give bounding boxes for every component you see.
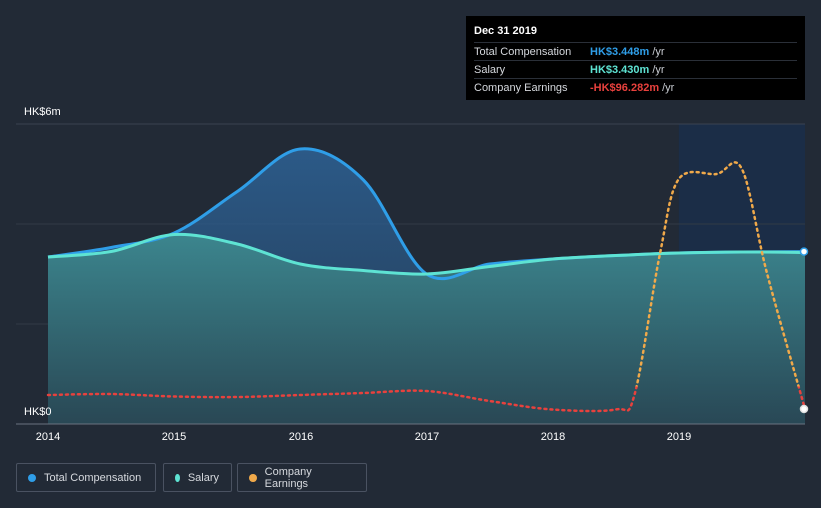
y-axis-bottom-label: HK$0 — [24, 406, 52, 418]
legend-salary[interactable]: Salary — [163, 463, 232, 492]
x-tick-2014: 2014 — [35, 431, 61, 443]
salary-line — [47, 232, 806, 276]
earnings-line-negative — [46, 386, 807, 413]
salary-area — [48, 234, 805, 424]
y-axis-top-label: HK$6m — [24, 106, 61, 118]
tooltip-unit: /yr — [652, 63, 665, 76]
earnings-end-marker — [799, 404, 809, 414]
tooltip-label: Total Compensation — [474, 45, 572, 58]
company-earnings-series — [46, 161, 807, 413]
total-end-marker — [799, 247, 809, 256]
tooltip-value: HK$3.448m — [590, 45, 650, 58]
legend-dot-icon — [28, 473, 36, 482]
hover-tooltip: Dec 31 2019 Total Compensation HK$3.448m… — [466, 16, 805, 100]
legend-label: Salary — [187, 471, 219, 484]
tooltip-row-earnings: Company Earnings -HK$96.282m /yr — [474, 78, 797, 96]
x-tick-2016: 2016 — [288, 431, 314, 443]
earnings-line-positive — [635, 161, 800, 387]
tooltip-label: Salary — [474, 63, 506, 76]
x-tick-2019: 2019 — [666, 431, 692, 443]
end-markers — [799, 247, 809, 414]
tooltip-label: Company Earnings — [474, 81, 568, 94]
tooltip-unit: /yr — [652, 45, 665, 58]
legend-dot-icon — [175, 473, 180, 482]
legend-label: Total Compensation — [44, 471, 142, 484]
x-tick-2017: 2017 — [414, 431, 440, 443]
tooltip-value: HK$3.430m — [590, 63, 650, 76]
legend-company-earnings[interactable]: Company Earnings — [237, 463, 367, 492]
tooltip-row-salary: Salary HK$3.430m /yr — [474, 60, 797, 78]
tooltip-row-total: Total Compensation HK$3.448m /yr — [474, 42, 797, 60]
x-tick-2018: 2018 — [540, 431, 566, 443]
tooltip-value: -HK$96.282m — [590, 81, 660, 94]
tooltip-date: Dec 31 2019 — [474, 25, 537, 37]
legend-total-compensation[interactable]: Total Compensation — [16, 463, 156, 492]
tooltip-unit: /yr — [662, 81, 675, 94]
legend-dot-icon — [249, 473, 257, 482]
x-tick-2015: 2015 — [161, 431, 187, 443]
legend-label: Company Earnings — [264, 465, 312, 490]
